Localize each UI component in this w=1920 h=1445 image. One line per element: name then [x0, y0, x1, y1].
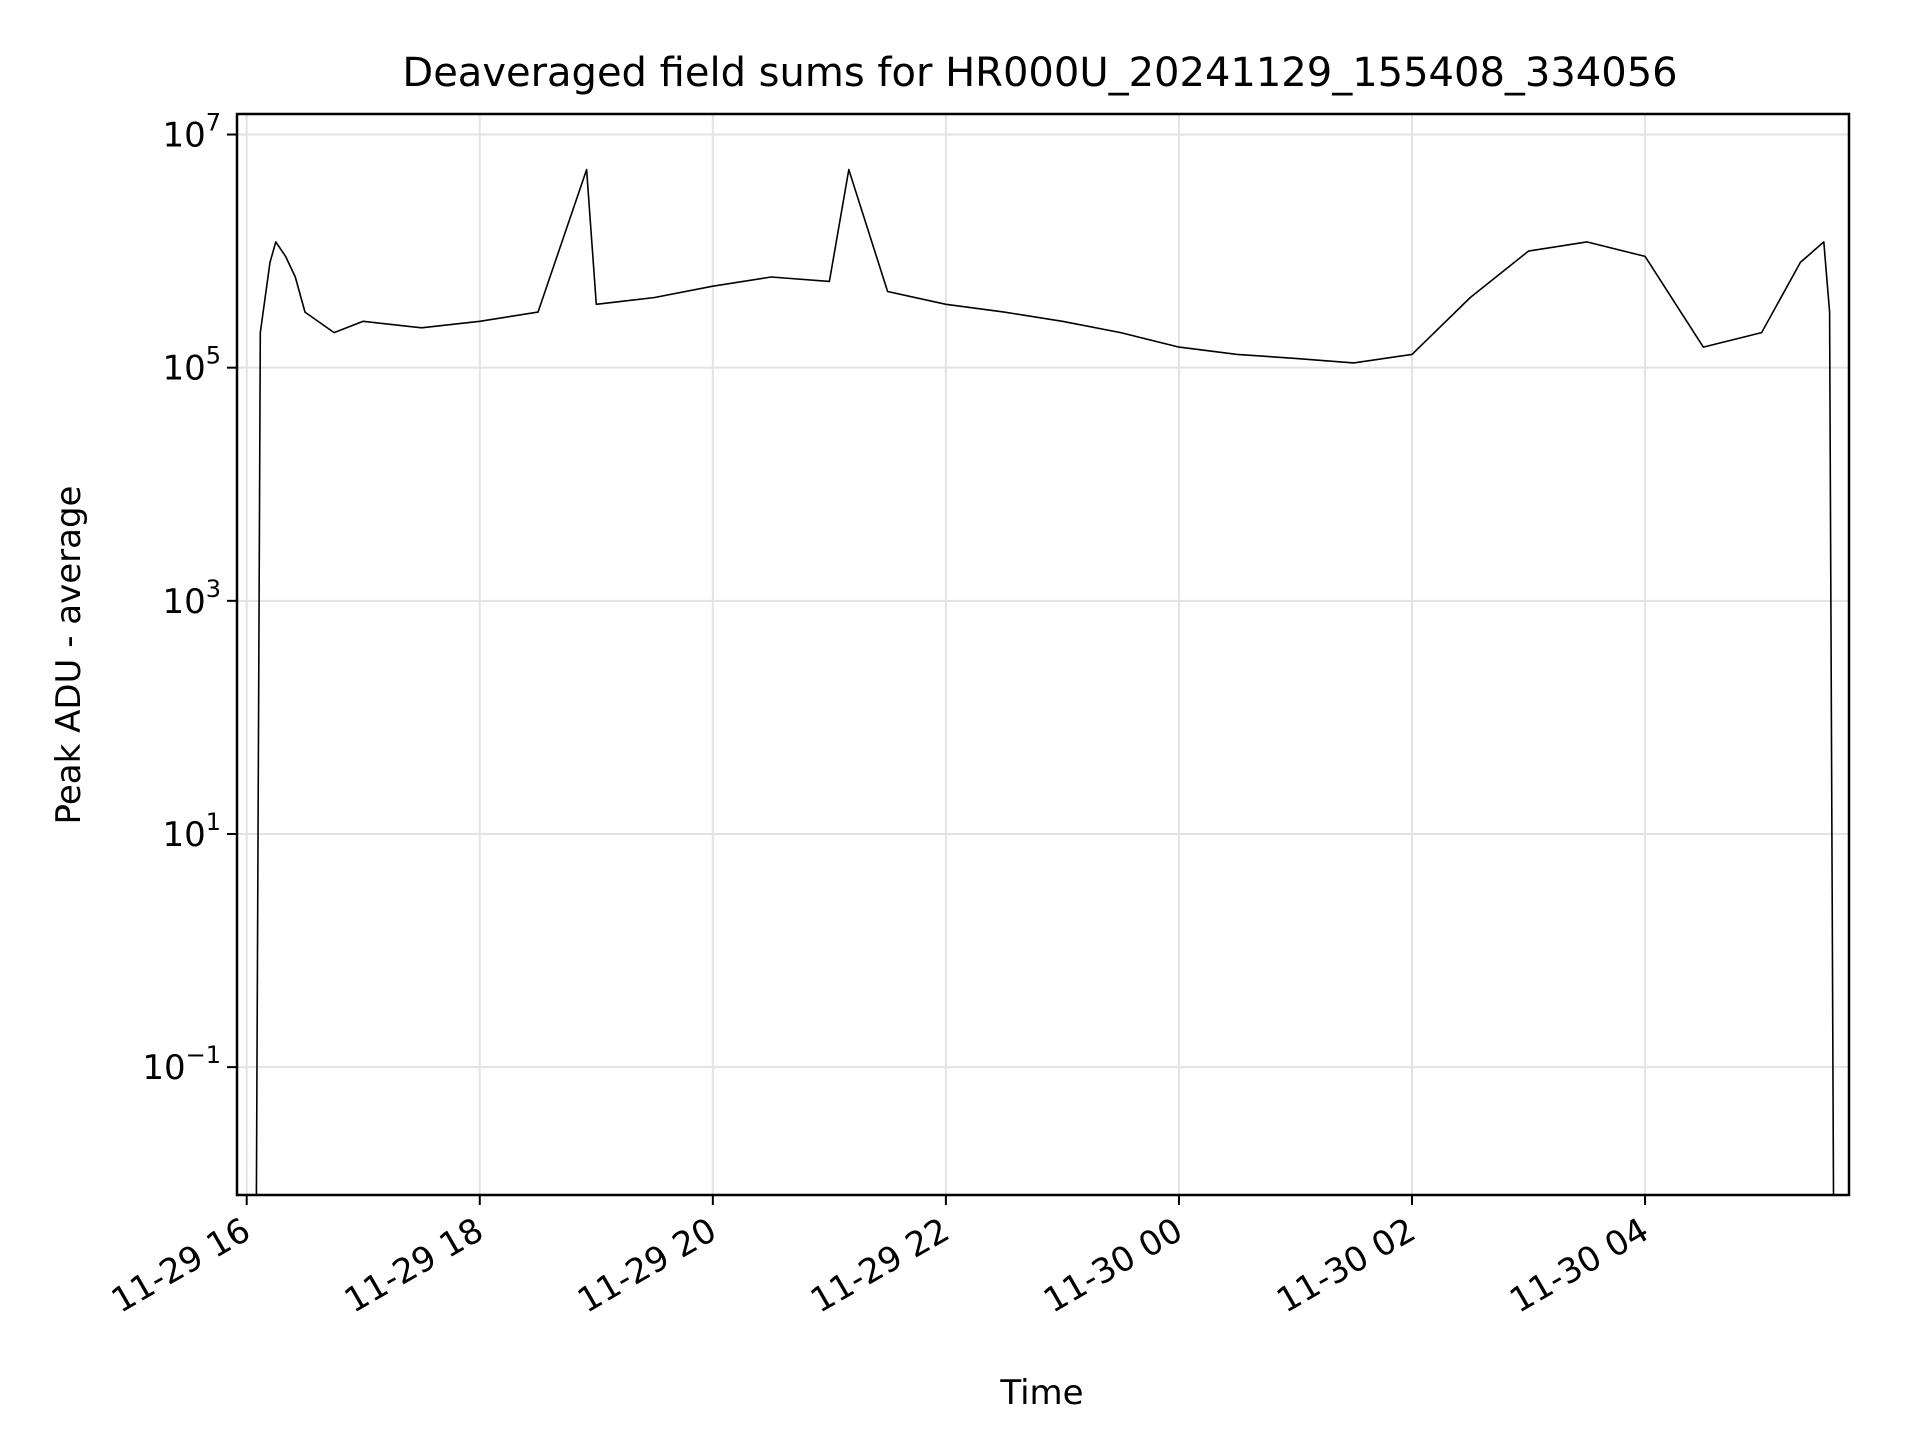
- y-axis-label: Peak ADU - average: [49, 486, 89, 825]
- y-tick-label: 107: [162, 109, 221, 156]
- x-tick-label: 11-29 20: [571, 1210, 723, 1321]
- x-tick-label: 11-29 22: [804, 1210, 956, 1321]
- y-tick-label: 105: [162, 342, 221, 389]
- y-tick-label: 103: [162, 575, 221, 622]
- grid: [237, 114, 1849, 1195]
- y-axis: 10−1 101 103 105 107: [142, 109, 237, 1088]
- series-group: [255, 168, 1835, 1196]
- x-tick-label: 11-29 18: [338, 1210, 490, 1321]
- x-axis-label: Time: [999, 1373, 1083, 1413]
- x-tick-label: 11-30 00: [1037, 1210, 1189, 1321]
- y-tick-label: 10−1: [142, 1041, 221, 1088]
- y-tick-label: 101: [162, 808, 221, 855]
- x-tick-label: 11-29 16: [105, 1210, 257, 1321]
- x-tick-label: 11-30 04: [1503, 1210, 1655, 1321]
- series-line: [255, 168, 1835, 1196]
- x-tick-label: 11-30 02: [1270, 1210, 1422, 1321]
- x-axis: 11-29 16 11-29 18 11-29 20 11-29 22 11-30 00…: [105, 1195, 1656, 1321]
- plot-frame: [235, 112, 1851, 1197]
- chart-title: Deaveraged field sums for HR000U_2024112…: [402, 50, 1677, 96]
